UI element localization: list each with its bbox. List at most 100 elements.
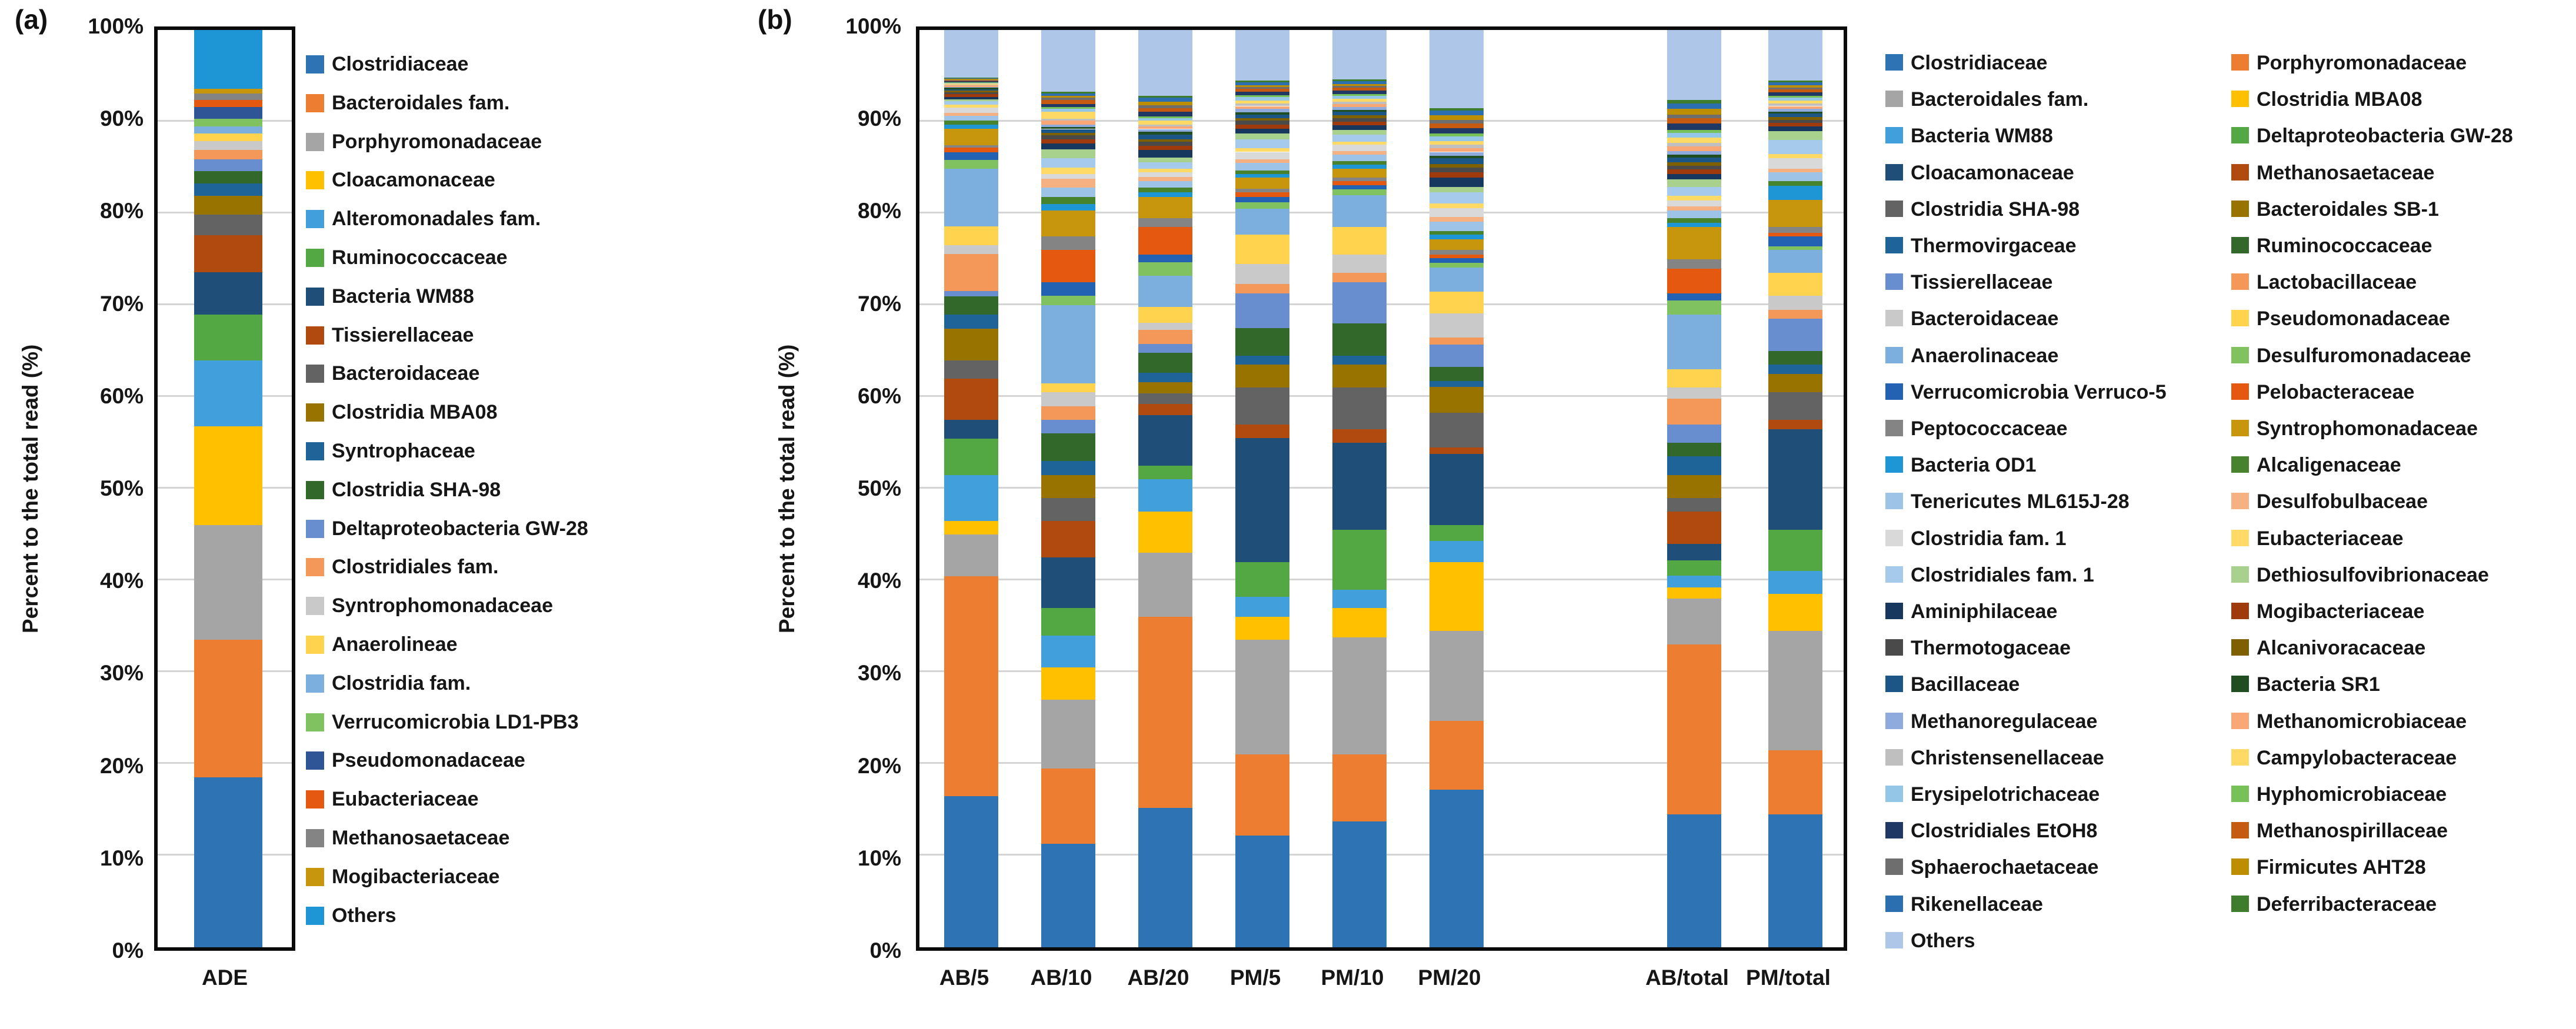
bar-segment — [1235, 103, 1289, 106]
bar-segment — [1768, 119, 1822, 123]
bar-segment — [194, 126, 262, 134]
legend-swatch — [1885, 456, 1903, 473]
bar-segment — [944, 90, 998, 93]
bar-segment — [194, 30, 262, 89]
bar-segment — [1332, 387, 1387, 429]
bar-segment — [1041, 392, 1095, 406]
bar-segment — [1041, 107, 1095, 109]
bar-segment — [1332, 84, 1387, 86]
bar-PM/20 — [1429, 30, 1484, 947]
bar-segment — [1429, 412, 1484, 447]
bar-segment — [1667, 369, 1721, 388]
bar-segment — [1332, 107, 1387, 110]
bar-segment — [1429, 268, 1484, 292]
legend-label: Syntrophomonadaceae — [332, 594, 553, 617]
legend-label: Clostridiaceae — [1911, 52, 2048, 74]
bar-segment — [1041, 475, 1095, 498]
bar-segment — [1429, 525, 1484, 541]
legend-swatch — [2231, 858, 2249, 876]
bar-segment — [1667, 268, 1721, 293]
bar-segment — [1138, 196, 1192, 218]
bar-segment — [1235, 80, 1289, 82]
y-tick-label: 30% — [857, 661, 901, 686]
bar-segment — [944, 92, 998, 95]
bar-segment — [194, 99, 262, 108]
legend-label: Methanoregulaceae — [1911, 710, 2098, 733]
bar-segment — [1768, 103, 1822, 106]
bar-segment — [1332, 429, 1387, 443]
bar-segment — [1235, 121, 1289, 125]
bar-segment — [194, 119, 262, 126]
bar-segment — [1138, 553, 1192, 617]
panel-a-x-category-label: ADE — [201, 965, 248, 990]
bar-segment — [1429, 155, 1484, 159]
bar-segment — [1138, 393, 1192, 405]
panel-a-plot-area — [154, 26, 295, 951]
legend-swatch — [306, 867, 324, 886]
bar-segment — [944, 796, 998, 947]
bar-segment — [1768, 88, 1822, 90]
bar-segment — [1138, 176, 1192, 182]
bar-segment — [1235, 118, 1289, 121]
y-tick-label: 0% — [869, 938, 901, 963]
bar-segment — [944, 83, 998, 85]
legend-label: Bacteria SR1 — [2257, 673, 2380, 696]
bar-segment — [1768, 158, 1822, 169]
legend-swatch — [306, 751, 324, 770]
bar-segment — [1768, 232, 1822, 236]
legend-label: Others — [1911, 929, 1975, 952]
legend-swatch — [1885, 529, 1903, 546]
bar-segment — [1041, 98, 1095, 100]
bar-segment — [194, 272, 262, 315]
bar-segment — [1138, 116, 1192, 118]
bar-segment — [944, 360, 998, 379]
bar-segment — [944, 475, 998, 521]
bar-segment — [1768, 374, 1822, 393]
bar-segment — [1768, 814, 1822, 947]
legend-swatch — [306, 713, 324, 731]
bar-segment — [1138, 181, 1192, 188]
bar-segment — [1235, 617, 1289, 640]
bar-segment — [1041, 211, 1095, 236]
bar-segment — [1429, 178, 1484, 187]
bar-segment — [1429, 186, 1484, 193]
legend-swatch — [2231, 895, 2249, 912]
bar-segment — [1138, 132, 1192, 135]
bar-segment — [1768, 30, 1822, 81]
bar-segment — [1332, 81, 1387, 85]
bar-segment — [1138, 121, 1192, 125]
legend-swatch — [1885, 237, 1903, 253]
bar-segment — [1429, 168, 1484, 172]
bar-segment — [1138, 168, 1192, 172]
bar-segment — [1332, 178, 1387, 182]
legend-swatch — [2231, 456, 2249, 473]
bar-segment — [1332, 104, 1387, 108]
bar-segment — [1138, 466, 1192, 480]
bar-segment — [1429, 30, 1484, 108]
legend-label: Campylobacteraceae — [2257, 746, 2457, 769]
bar-segment — [1138, 276, 1192, 308]
bar-segment — [944, 159, 998, 169]
legend-swatch — [2231, 420, 2249, 436]
bar-segment — [194, 777, 262, 947]
bar-segment — [1667, 387, 1721, 399]
bar-segment — [944, 420, 998, 439]
bar-segment — [1429, 203, 1484, 208]
legend-label: Clostridiales fam. 1 — [1911, 563, 2094, 586]
bar-segment — [1332, 145, 1387, 151]
bar-segment — [1429, 258, 1484, 263]
bar-segment — [1768, 117, 1822, 120]
bar-segment — [1041, 843, 1095, 947]
bar-AB/10 — [1041, 30, 1095, 947]
legend-label: Eubacteriaceae — [332, 788, 479, 811]
bar-segment — [1138, 129, 1192, 132]
bar-segment — [1138, 118, 1192, 121]
legend-label: Verrucomicrobia Verruco-5 — [1911, 380, 2167, 403]
legend-label: Eubacteriaceae — [2257, 527, 2404, 550]
bar-segment — [1138, 162, 1192, 169]
x-category-label: AB/5 — [939, 965, 989, 990]
bar-segment — [1332, 155, 1387, 162]
legend-swatch — [306, 558, 324, 577]
bar-segment — [944, 88, 998, 89]
bar-segment — [1332, 125, 1387, 131]
